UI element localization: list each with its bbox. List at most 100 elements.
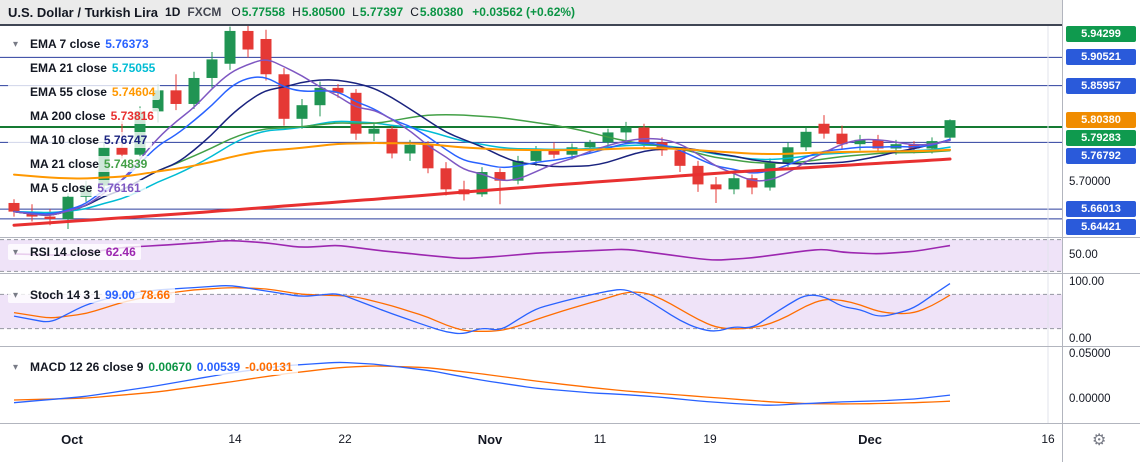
macd-signal-value: -0.00131	[245, 360, 293, 374]
overlay-line-ma5[interactable]	[13, 59, 951, 216]
candle	[188, 71, 200, 109]
macd-signal-line[interactable]	[13, 365, 951, 405]
legend-label: EMA 7 close	[30, 37, 101, 51]
legend-label: MA 21 close	[30, 157, 99, 171]
macd-line-value: 0.00539	[196, 360, 241, 374]
main-chart-canvas[interactable]	[0, 0, 1062, 237]
candle	[260, 29, 272, 81]
stoch-d-value: 78.66	[140, 288, 171, 302]
candle	[944, 119, 956, 139]
stoch-axis-top-label: 100.00	[1069, 276, 1105, 288]
candle	[512, 155, 524, 185]
legend-label: MA 5 close	[30, 181, 93, 195]
chevron-down-icon[interactable]: ▾	[13, 38, 19, 50]
time-axis-label: Oct	[61, 432, 83, 447]
price-badge: 5.64421	[1066, 219, 1136, 236]
legend-item-ema7[interactable]: ▾ EMA 7 close 5.76373	[8, 36, 154, 52]
overlay-line-ema55[interactable]	[13, 142, 951, 180]
price-scale-border	[1062, 0, 1063, 462]
overlay-line-ma200[interactable]	[12, 157, 952, 227]
macd-axis-zero-label: 0.00000	[1069, 393, 1111, 405]
candle	[350, 89, 362, 140]
ohlc-close: C5.80380	[410, 5, 464, 19]
overlay-line-ema21[interactable]	[13, 120, 951, 214]
legend-item-ema21[interactable]: EMA 21 close 5.75055	[8, 60, 161, 76]
candle	[800, 127, 812, 151]
pane-separator[interactable]	[0, 237, 1140, 238]
rsi-pane-title[interactable]: ▾ RSI 14 close 62.46	[8, 244, 141, 260]
legend-item-ema55[interactable]: EMA 55 close 5.74604	[8, 84, 161, 100]
macd-pane-title[interactable]: ▾ MACD 12 26 close 9 0.00670 0.00539 -0.…	[8, 359, 298, 375]
legend-value: 5.74604	[111, 85, 156, 99]
pane-separator[interactable]	[0, 423, 1140, 424]
overlay-line-ma21[interactable]	[13, 114, 951, 216]
stoch-k-value: 99.00	[105, 288, 136, 302]
overlay-line-ema7[interactable]	[13, 76, 951, 215]
stoch-axis-bottom-label: 0.00	[1069, 333, 1092, 345]
rsi-band	[0, 239, 1062, 272]
macd-pane-canvas[interactable]	[0, 347, 1062, 423]
stoch-pane-canvas[interactable]	[0, 274, 1062, 346]
legend-label: EMA 55 close	[30, 85, 107, 99]
time-axis-label: Nov	[477, 432, 503, 447]
interval-label[interactable]: 1D	[165, 5, 181, 19]
price-badge: 5.90521	[1066, 49, 1136, 66]
time-axis[interactable]: Oct 14 22 Nov 11 19 Dec 16	[0, 424, 1062, 462]
price-badge: 5.66013	[1066, 201, 1136, 218]
chart-header: U.S. Dollar / Turkish Lira 1D FXCM O5.77…	[0, 0, 1062, 26]
candle	[422, 141, 434, 174]
price-badge: 5.76792	[1066, 148, 1136, 165]
settings-gear-icon[interactable]: ⚙	[1092, 432, 1107, 449]
candle	[296, 99, 308, 129]
pane-separator[interactable]	[0, 273, 1140, 274]
legend-item-ma5[interactable]: MA 5 close 5.76161	[8, 180, 146, 196]
candle	[440, 162, 452, 196]
chevron-down-icon[interactable]: ▾	[13, 361, 19, 373]
pane-separator[interactable]	[0, 346, 1140, 347]
rsi-line[interactable]	[13, 239, 951, 261]
rsi-value: 62.46	[105, 245, 136, 259]
stoch-d-line[interactable]	[13, 287, 951, 332]
candle	[278, 68, 290, 126]
time-axis-label: 11	[593, 432, 607, 446]
time-axis-label: Dec	[858, 432, 882, 447]
legend-label: MA 10 close	[30, 133, 99, 147]
chevron-down-icon[interactable]: ▾	[13, 246, 19, 258]
macd-line[interactable]	[13, 361, 951, 406]
stoch-pane-title[interactable]: ▾ Stoch 14 3 1 99.00 78.66	[8, 287, 176, 303]
rsi-label: RSI 14 close	[30, 245, 101, 259]
candle	[620, 121, 632, 142]
time-axis-label: 14	[228, 432, 242, 446]
price-badge: 5.80380	[1066, 112, 1136, 129]
candle	[674, 147, 686, 173]
candle	[746, 174, 758, 195]
candle	[170, 74, 182, 111]
candle	[242, 25, 254, 58]
candle	[224, 26, 236, 70]
candle	[494, 168, 506, 205]
price-scale[interactable]: 50.00 100.00 0.00 0.05000 0.00000 5.9429…	[1063, 0, 1140, 424]
ohlc-low: L5.77397	[352, 5, 404, 19]
legend-label: EMA 21 close	[30, 61, 107, 75]
stoch-k-line[interactable]	[13, 283, 951, 335]
rsi-pane-canvas[interactable]	[0, 238, 1062, 273]
time-axis-label: 19	[703, 432, 717, 446]
legend-item-ma10[interactable]: MA 10 close 5.76747	[8, 132, 153, 148]
candle	[8, 199, 20, 217]
price-badge: 5.94299	[1066, 26, 1136, 43]
price-scale-label: 5.70000	[1069, 176, 1111, 189]
candle	[818, 115, 830, 139]
legend-item-ma21[interactable]: MA 21 close 5.74839	[8, 156, 153, 172]
chevron-down-icon[interactable]: ▾	[13, 289, 19, 301]
legend-value: 5.73816	[110, 109, 154, 123]
price-badge: 5.85957	[1066, 77, 1136, 94]
legend-value: 5.76373	[105, 37, 149, 51]
symbol-title[interactable]: U.S. Dollar / Turkish Lira	[8, 4, 159, 20]
candle	[386, 124, 398, 159]
exchange-label: FXCM	[187, 5, 222, 19]
change-label: +0.03562 (+0.62%)	[472, 5, 576, 19]
legend-item-ma200[interactable]: MA 200 close 5.73816	[8, 108, 159, 124]
ohlc-open: O5.77558	[231, 5, 286, 19]
time-axis-label: 16	[1041, 432, 1055, 446]
